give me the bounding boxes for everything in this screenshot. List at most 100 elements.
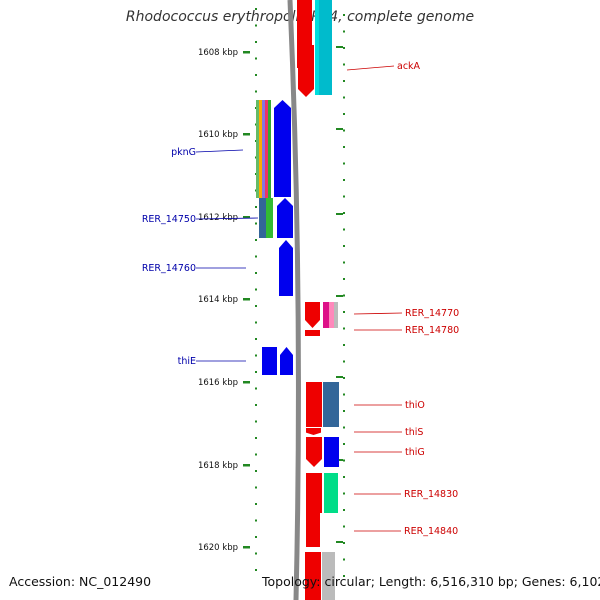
track-dot xyxy=(343,327,345,330)
track-dot xyxy=(343,63,345,66)
feature-bar xyxy=(268,100,271,198)
track-dot xyxy=(343,278,345,280)
track-dot xyxy=(255,354,257,357)
track-dash xyxy=(336,46,343,48)
kbp-tick xyxy=(243,464,250,467)
feature-bar xyxy=(256,100,259,198)
gene-leader-line xyxy=(195,149,244,153)
track-dot xyxy=(343,228,345,231)
track-dot xyxy=(255,222,257,225)
track-dot xyxy=(255,255,257,258)
feature-bar xyxy=(305,302,320,328)
track-dot xyxy=(343,410,345,412)
feature-bar xyxy=(306,428,321,435)
kbp-tick xyxy=(243,216,250,219)
accession-text: Accession: NC_012490 xyxy=(9,574,152,589)
track-dot xyxy=(343,179,345,181)
gene-label-pkng: pknG xyxy=(171,147,196,158)
feature-bar xyxy=(259,100,262,198)
track-dot xyxy=(255,41,257,43)
track-dot xyxy=(255,24,257,27)
kbp-tick-label: 1620 kbp xyxy=(198,543,238,553)
track-dot xyxy=(343,146,345,148)
feature-bar xyxy=(306,513,320,547)
track-dot xyxy=(255,519,257,522)
track-dot xyxy=(255,453,257,456)
track-dot xyxy=(255,206,257,208)
kbp-tick xyxy=(243,51,250,54)
gene-label-this: thiS xyxy=(405,427,423,438)
track-dot xyxy=(343,459,345,462)
gene-label-thio: thiO xyxy=(405,400,425,411)
track-dot xyxy=(255,239,257,241)
gene-label-acka: ackA xyxy=(397,61,421,72)
track-dot xyxy=(343,558,345,561)
feature-bar xyxy=(306,437,322,467)
track-dot xyxy=(343,47,345,49)
feature-bar xyxy=(298,45,314,97)
gene-label-rer_14830: RER_14830 xyxy=(404,489,458,500)
track-dot xyxy=(343,113,345,115)
gene-label-rer_14780: RER_14780 xyxy=(405,325,459,336)
track-dash xyxy=(336,295,343,297)
feature-bar xyxy=(306,473,322,513)
track-dot xyxy=(343,443,345,445)
feature-bar xyxy=(274,100,291,197)
track-dot xyxy=(255,420,257,423)
feature-bar xyxy=(279,240,293,296)
kbp-scale: 1608 kbp 1610 kbp 1612 kbp 1614 kbp 1616 kbp… xyxy=(198,48,250,553)
track-dot xyxy=(343,393,345,396)
track-dash xyxy=(336,541,343,543)
feature-bar xyxy=(306,382,322,427)
track-dot xyxy=(343,377,345,379)
track-dot xyxy=(255,536,257,538)
feature-bar xyxy=(262,100,265,198)
track-dot xyxy=(343,311,345,313)
track-dot xyxy=(343,476,345,478)
track-dash xyxy=(336,128,343,130)
gene-leader-line xyxy=(195,217,259,220)
track-dot xyxy=(343,525,345,528)
track-dot xyxy=(255,305,257,307)
feature-bar xyxy=(297,0,312,30)
track-dot xyxy=(343,542,345,544)
track-dot xyxy=(343,129,345,132)
track-dot xyxy=(343,509,345,511)
kbp-tick-label: 1614 kbp xyxy=(198,295,238,305)
track-dot xyxy=(255,57,257,60)
feature-bar xyxy=(262,347,277,375)
track-dot xyxy=(255,371,257,373)
feature-bar xyxy=(266,198,273,238)
track-dot xyxy=(255,486,257,489)
feature-bar xyxy=(323,302,329,328)
track-dot xyxy=(343,195,345,198)
track-dot xyxy=(255,387,257,390)
track-dot xyxy=(343,14,345,16)
track-dot xyxy=(255,437,257,439)
kbp-tick-label: 1608 kbp xyxy=(198,48,238,58)
kbp-tick xyxy=(243,546,250,549)
kbp-tick-label: 1610 kbp xyxy=(198,130,238,140)
feature-bar xyxy=(305,552,321,600)
track-dot xyxy=(343,80,345,82)
kbp-tick xyxy=(243,381,250,384)
track-dot xyxy=(343,492,345,495)
track-dot xyxy=(343,261,345,264)
topology-text: Topology: circular; Length: 6,516,310 bp… xyxy=(262,574,600,589)
gene-label-rer_14840: RER_14840 xyxy=(404,526,458,537)
feature-bar xyxy=(280,347,293,375)
track-dot xyxy=(255,8,257,10)
track-dot xyxy=(255,404,257,406)
gene-label-rer_14760: RER_14760 xyxy=(142,263,196,274)
track-dot xyxy=(343,245,345,247)
track-dot xyxy=(255,288,257,291)
track-dots xyxy=(255,8,345,577)
track-dot xyxy=(343,162,345,165)
gene-leader-line xyxy=(353,312,403,315)
feature-bar xyxy=(324,473,338,513)
feature-bar xyxy=(329,302,334,328)
gene-label-thig: thiG xyxy=(405,447,425,458)
track-dot xyxy=(343,344,345,346)
track-dot xyxy=(255,470,257,472)
